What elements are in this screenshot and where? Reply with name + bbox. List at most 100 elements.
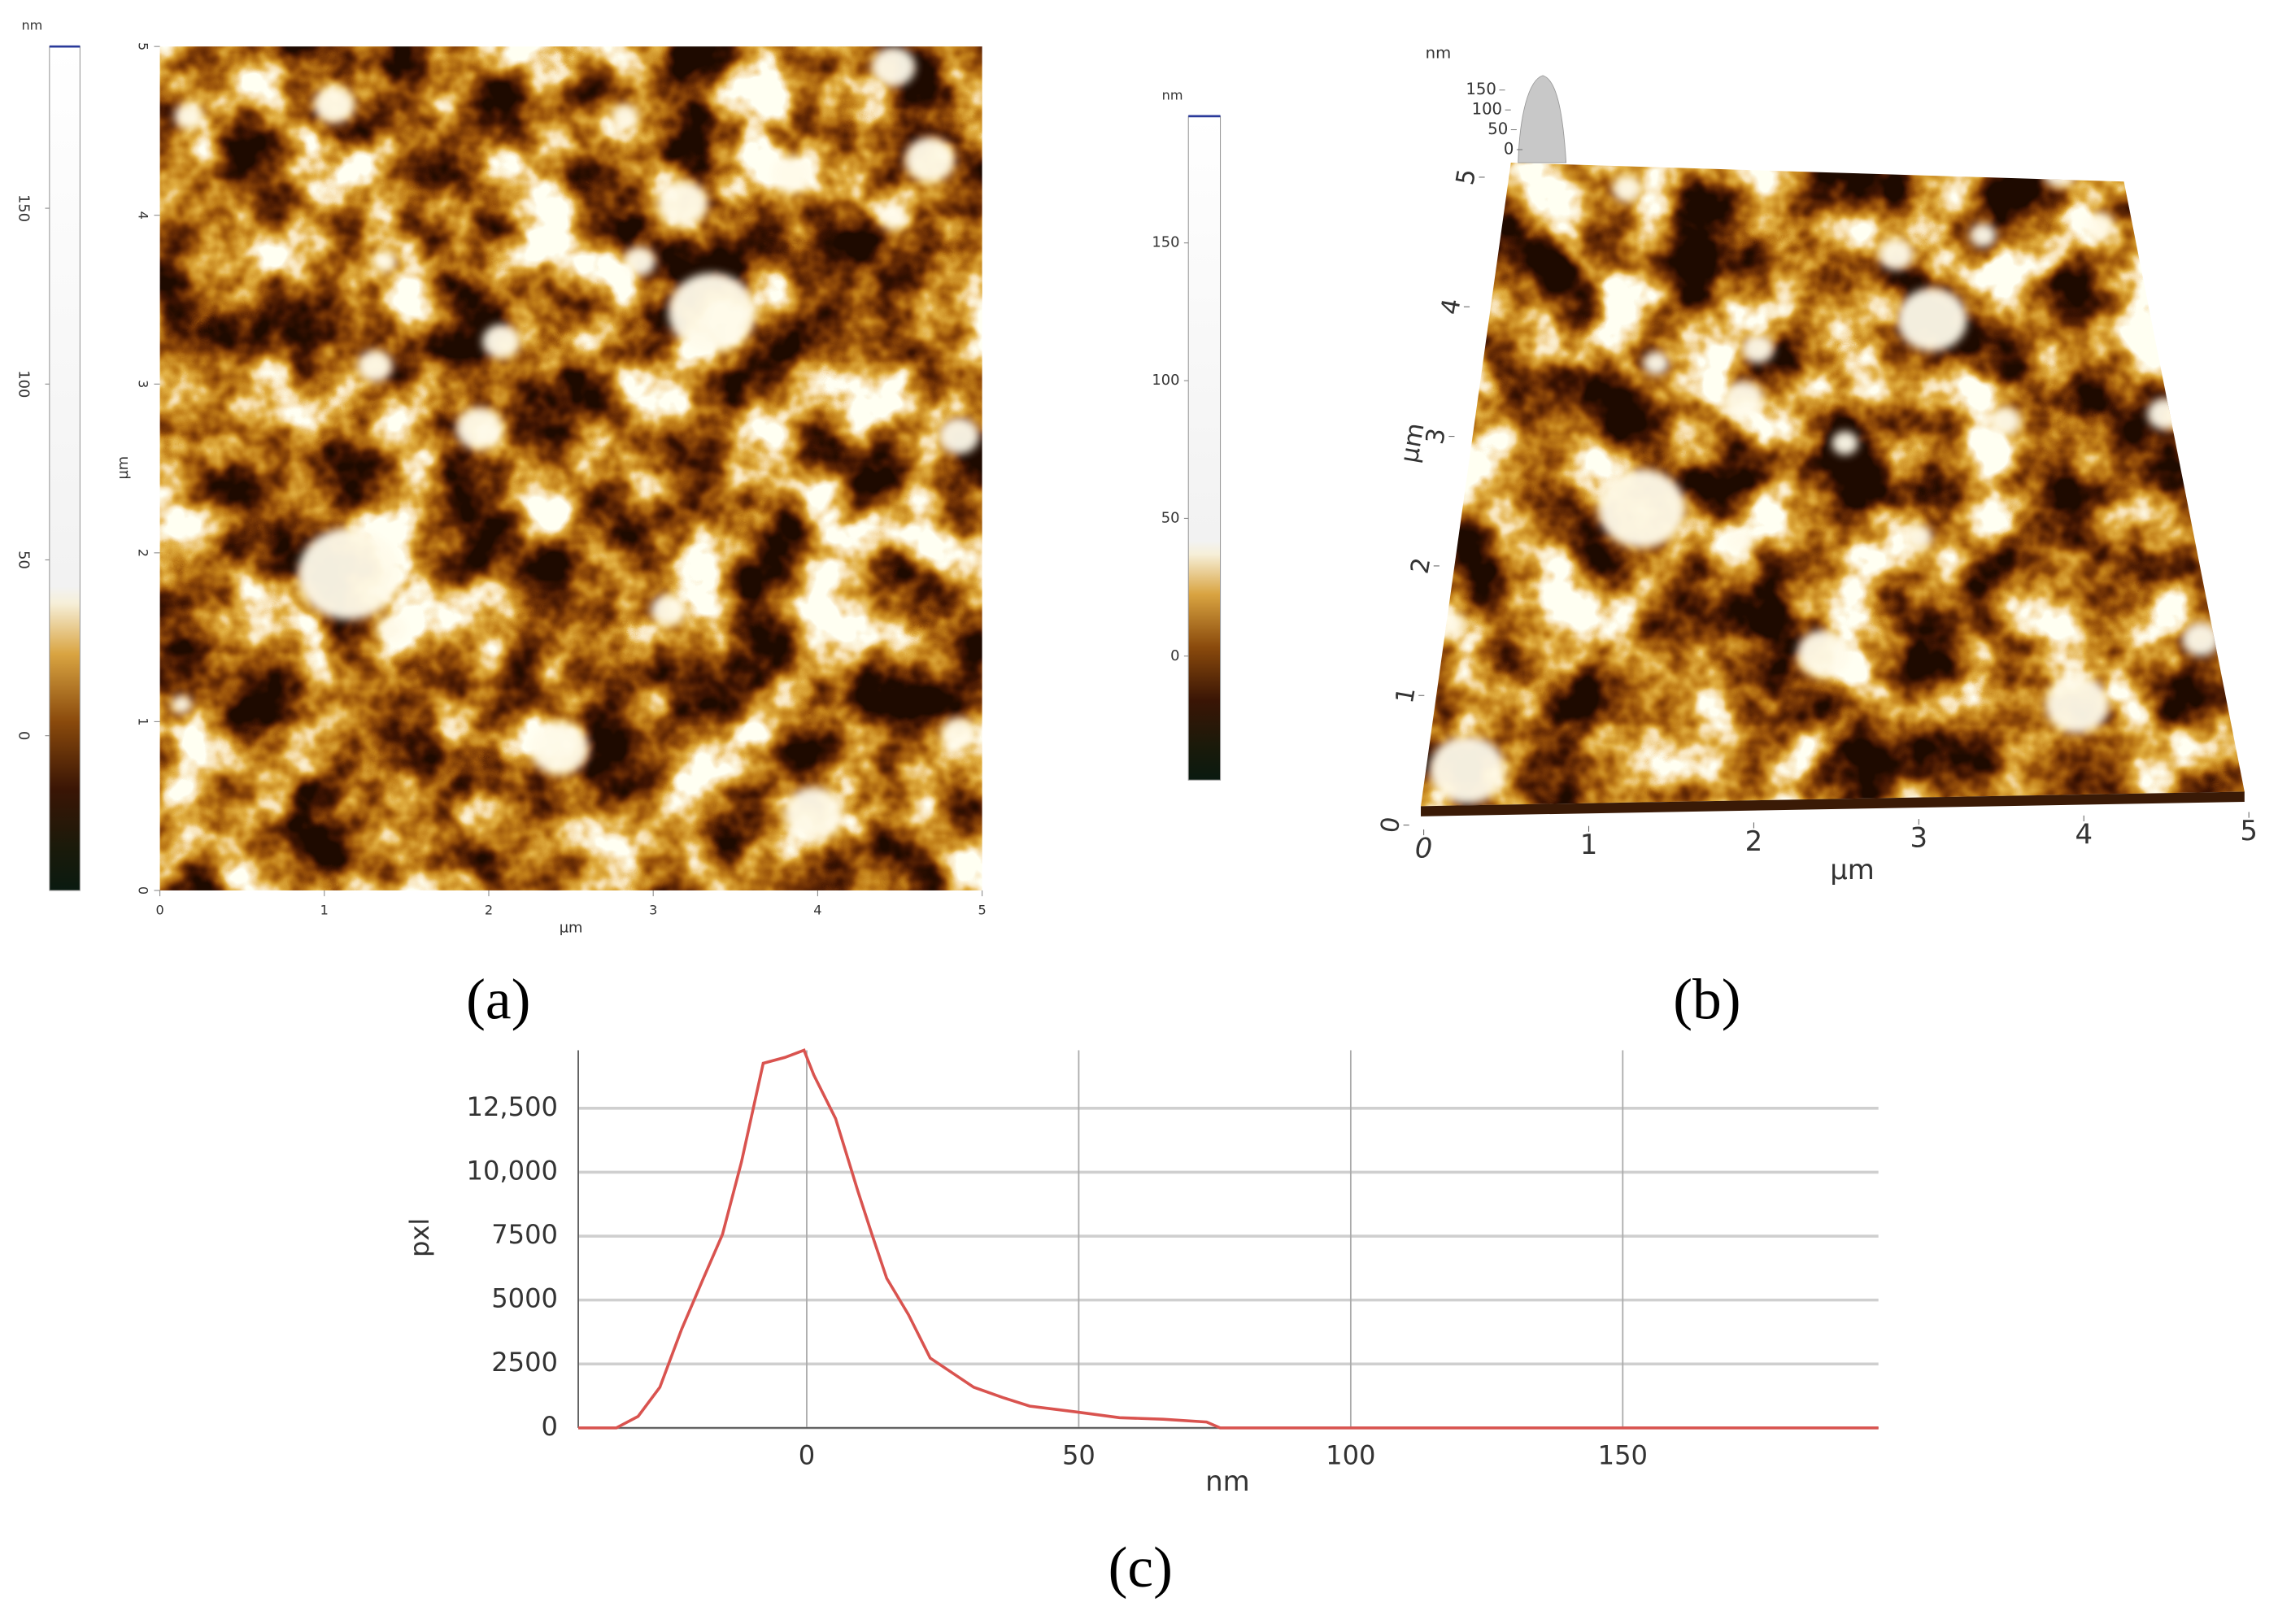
panel-label: (b) [1673,967,1740,1031]
grain [1612,176,1642,202]
grain [1988,407,2021,436]
grain [2045,675,2110,734]
colorbar [1187,115,1222,781]
z-tick-label: 50 [1487,120,1508,138]
colorbar-tick-label: 150 [1152,234,1179,251]
grain [658,181,708,226]
y-tick-label: 0 [542,1411,558,1442]
y-tick-label: 0 [136,886,151,895]
y-tick-label: 4 [1436,297,1467,317]
x-tick-label: 0 [799,1440,815,1471]
z-axis-spikes [1518,75,1567,163]
y-tick-label: 2500 [491,1347,558,1378]
grain [1878,238,1914,270]
x-tick-label: 5 [2240,816,2258,847]
grain [1723,381,1764,418]
y-tick-label: 0 [1375,815,1406,835]
y-tick-label: 5 [1451,167,1482,187]
x-tick-label: 150 [1598,1440,1648,1471]
grain [313,86,355,124]
colorbar-tick-label: 0 [1170,647,1179,664]
x-tick-label: 0 [1415,833,1433,864]
surface-features [171,47,980,840]
y-tick-label: 12,500 [467,1091,558,1122]
grain [2147,398,2183,430]
grain [1597,468,1686,548]
x-tick-label: 4 [2075,819,2093,851]
y-tick-label: 2 [1406,555,1437,576]
x-tick-label: 5 [978,902,986,917]
grain [871,47,916,87]
x-tick-label: 100 [1326,1440,1375,1471]
y-tick-label: 10,000 [467,1155,558,1186]
grain [1797,629,1849,677]
x-tick-label: 2 [485,902,493,917]
colorbar-tick-label: 0 [15,731,33,740]
x-axis-label: µm [1830,855,1875,886]
grain [1429,735,1505,804]
grain [880,206,907,230]
panel-label: (a) [466,967,530,1031]
z-tick-label: 100 [1472,100,1502,119]
grain [174,102,204,129]
x-tick-label: 3 [1910,823,1928,855]
x-tick-label: 4 [813,902,821,917]
grain [2084,211,2115,238]
surface-edge [1421,791,2245,816]
colorbar-tick-label: 50 [15,551,33,569]
z-tick-label: 150 [1466,80,1496,98]
x-tick-label: 50 [1062,1440,1095,1471]
y-tick-label: 1 [1391,686,1422,706]
colorbar-tick-label: 150 [15,194,33,222]
grain [1897,288,1967,351]
x-tick-label: 1 [1580,829,1598,861]
z-tick-label: 0 [1504,139,1514,158]
colorbar [49,46,81,891]
grain [784,787,843,840]
x-axis-label: nm [1205,1466,1250,1498]
colorbar-tick-label: 50 [1161,509,1180,526]
grain [771,155,812,193]
y-axis-label: µm [115,456,132,480]
grain [1832,431,1858,455]
x-tick-label: 1 [320,902,329,917]
colorbar-label: nm [21,18,42,33]
grain [623,246,656,276]
grain [1741,334,1775,364]
grain [1727,529,1754,552]
x-axis-label: µm [560,919,583,936]
y-tick-label: 3 [136,380,151,388]
grain [2042,163,2078,188]
colorbar-label: nm [1162,87,1183,102]
grain [1903,524,1932,551]
grain [373,250,397,272]
y-tick-label: 1 [136,717,151,725]
x-tick-label: 2 [1745,826,1763,858]
y-tick-label: 2 [136,549,151,557]
grain [1440,612,1466,637]
z-axis-label: nm [1426,44,1452,63]
grain [530,721,589,775]
y-tick-label: 5000 [491,1283,558,1314]
grain [1643,351,1670,376]
grain [651,594,686,626]
grain [904,137,955,182]
grain [668,272,756,352]
grain [1970,223,1997,247]
grain [298,528,400,620]
grain [377,616,407,642]
y-tick-label: 5 [136,42,151,50]
panel-label: (c) [1109,1535,1173,1600]
y-axis-label: pxl [404,1218,435,1257]
x-tick-label: 3 [649,902,657,917]
colorbar-tick-label: 100 [15,370,33,398]
y-axis-label: µm [1396,421,1431,465]
x-tick-label: 0 [155,902,163,917]
y-tick-label: 7500 [491,1219,558,1250]
grain [612,104,638,128]
y-tick-label: 4 [136,211,151,220]
line-series [578,1048,1879,1430]
surface-plot [1421,163,2245,807]
